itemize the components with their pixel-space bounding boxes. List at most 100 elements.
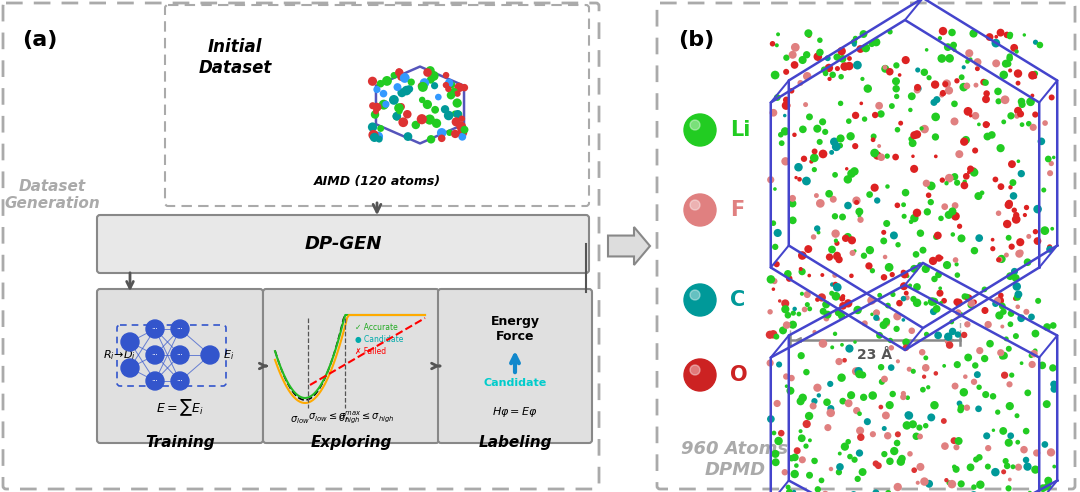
Point	[420, 69, 437, 77]
Point	[906, 214, 923, 222]
Point	[926, 98, 943, 106]
Point	[778, 372, 795, 380]
Point	[883, 271, 901, 278]
Point	[905, 466, 922, 474]
Circle shape	[684, 114, 716, 146]
Point	[820, 424, 837, 431]
Point	[841, 55, 859, 62]
Point	[786, 454, 804, 461]
Point	[931, 34, 948, 42]
Point	[843, 249, 861, 257]
Point	[873, 154, 890, 161]
Point	[809, 384, 826, 392]
Point	[426, 72, 443, 80]
Point	[427, 106, 444, 114]
Point	[989, 408, 1007, 416]
Point	[888, 92, 905, 100]
Point	[894, 393, 912, 401]
Point	[765, 285, 782, 293]
Point	[956, 293, 973, 301]
Point	[805, 402, 822, 410]
Point	[372, 80, 389, 88]
Point	[1009, 293, 1026, 301]
Point	[809, 486, 826, 492]
Point	[833, 47, 850, 55]
Point	[888, 62, 905, 69]
Point	[761, 331, 779, 338]
Point	[924, 257, 942, 265]
Point	[792, 427, 809, 435]
Point	[391, 69, 408, 77]
Point	[835, 302, 852, 310]
Text: (b): (b)	[678, 30, 714, 50]
Point	[818, 314, 835, 322]
Point	[969, 370, 986, 378]
Point	[1026, 73, 1043, 81]
Point	[1009, 112, 1026, 120]
Point	[936, 442, 954, 450]
Point	[1022, 98, 1039, 106]
Point	[767, 185, 784, 193]
Point	[815, 66, 833, 74]
Point	[1001, 31, 1018, 39]
Point	[799, 245, 816, 253]
Point	[907, 432, 924, 440]
Point	[799, 74, 816, 82]
Point	[826, 330, 843, 338]
Point	[949, 331, 967, 338]
Point	[847, 142, 864, 150]
Point	[1032, 137, 1050, 145]
Point	[1000, 234, 1017, 242]
Point	[799, 30, 816, 37]
Point	[869, 315, 887, 323]
Point	[837, 234, 854, 242]
Point	[767, 71, 784, 79]
Circle shape	[121, 359, 139, 377]
Point	[769, 400, 786, 407]
Point	[801, 436, 819, 444]
Point	[819, 399, 836, 406]
Point	[1027, 466, 1044, 474]
Point	[959, 107, 976, 115]
Point	[802, 157, 820, 165]
Point	[946, 46, 963, 54]
Point	[833, 73, 850, 81]
Point	[1042, 448, 1059, 456]
Point	[825, 195, 842, 203]
Point	[941, 341, 958, 349]
Point	[881, 458, 899, 465]
Point	[944, 208, 961, 215]
Point	[449, 110, 467, 118]
Point	[391, 107, 408, 115]
Point	[441, 129, 458, 137]
Point	[944, 328, 961, 336]
Point	[950, 150, 968, 158]
Point	[916, 125, 933, 133]
Point	[375, 90, 392, 97]
Point	[764, 40, 781, 48]
Point	[765, 331, 782, 338]
Text: ···: ···	[151, 378, 159, 384]
Point	[1044, 364, 1062, 372]
Point	[364, 77, 381, 85]
Point	[1045, 385, 1063, 393]
Point	[990, 311, 1008, 319]
Point	[922, 413, 940, 421]
Point	[876, 274, 893, 281]
Point	[787, 174, 805, 182]
Point	[886, 232, 903, 240]
Point	[1029, 205, 1047, 213]
Point	[814, 150, 832, 158]
Point	[1000, 200, 1017, 208]
Text: ···: ···	[177, 326, 184, 332]
Point	[809, 125, 826, 133]
Point	[908, 86, 926, 94]
Point	[772, 429, 789, 437]
Point	[823, 246, 840, 253]
Point	[947, 256, 964, 264]
Point	[980, 321, 997, 329]
Point	[980, 462, 997, 470]
Point	[912, 261, 929, 269]
Point	[826, 213, 843, 220]
Point	[955, 63, 972, 71]
